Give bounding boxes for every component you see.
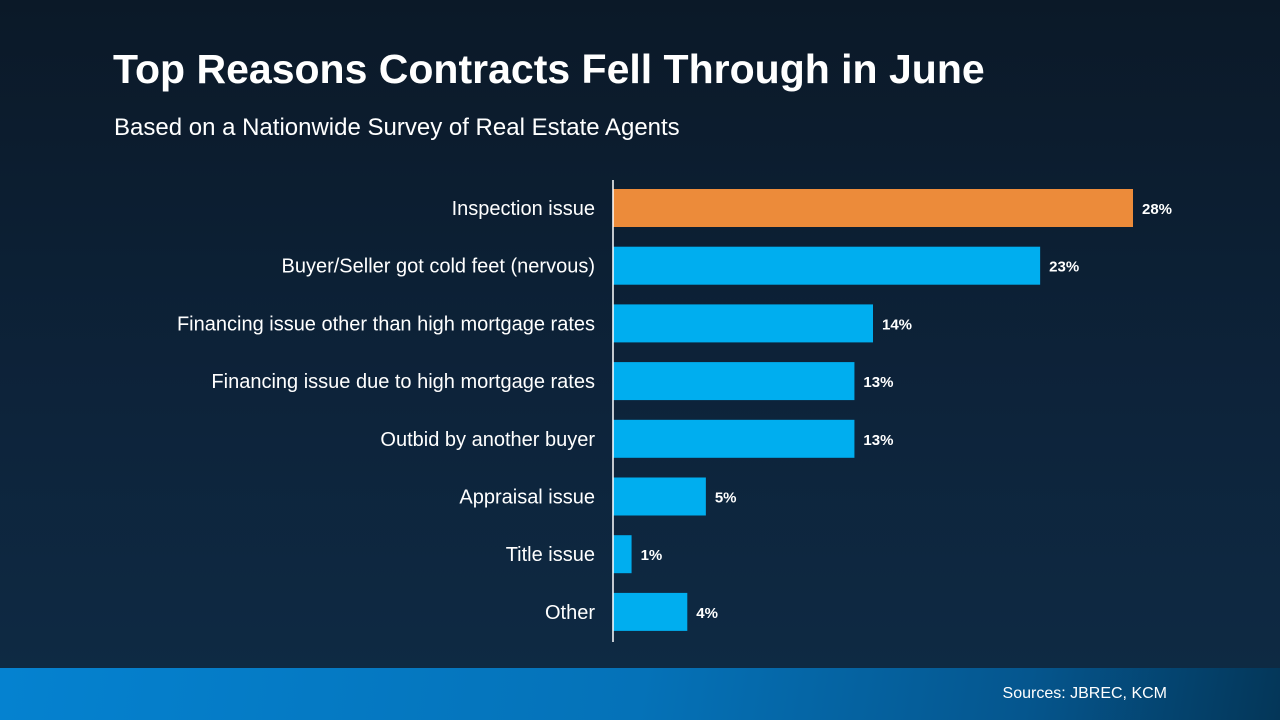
bar: [613, 189, 1133, 227]
category-label: Outbid by another buyer: [380, 429, 595, 451]
category-label: Financing issue other than high mortgage…: [177, 313, 595, 335]
bar-chart: Inspection issue 28% Buyer/Seller got cold…: [177, 189, 1172, 631]
value-label: 23%: [1049, 259, 1079, 276]
chart-subtitle: Based on a Nationwide Survey of Real Est…: [114, 114, 680, 141]
bar: [613, 535, 632, 574]
category-label: Appraisal issue: [459, 487, 595, 509]
category-label: Financing issue due to high mortgage rat…: [211, 371, 595, 393]
value-label: 13%: [863, 432, 893, 449]
category-label: Buyer/Seller got cold feet (nervous): [282, 256, 596, 278]
value-label: 13%: [863, 374, 893, 391]
footer-band: Sources: JBREC, KCM: [0, 668, 1280, 720]
chart-title: Top Reasons Contracts Fell Through in Ju…: [113, 46, 985, 92]
value-label: 5%: [715, 490, 737, 507]
category-label: Other: [545, 602, 595, 624]
value-label: 4%: [696, 605, 718, 622]
bar: [613, 592, 688, 631]
bar: [613, 362, 855, 401]
category-label: Inspection issue: [452, 198, 595, 220]
bar: [613, 419, 855, 458]
bar: [613, 477, 706, 516]
bar: [613, 304, 873, 343]
source-text: Sources: JBREC, KCM: [1002, 685, 1167, 702]
value-label: 28%: [1142, 201, 1172, 218]
category-label: Title issue: [506, 544, 595, 566]
value-label: 1%: [641, 547, 663, 564]
value-label: 14%: [882, 316, 912, 333]
bar: [613, 246, 1041, 285]
